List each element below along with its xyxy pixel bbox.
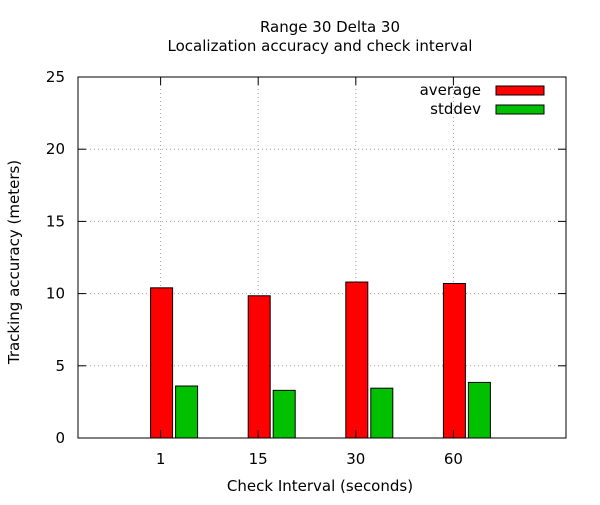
y-tick-label: 5 — [55, 357, 65, 375]
x-tick-label: 1 — [156, 450, 166, 468]
x-tick-label: 15 — [249, 450, 268, 468]
bar-average-30 — [345, 281, 369, 439]
chart-subtitle: Localization accuracy and check interval — [168, 37, 473, 55]
x-axis-label: Check Interval (seconds) — [227, 477, 413, 495]
x-tick-label: 30 — [346, 450, 365, 468]
y-tick-label: 10 — [46, 285, 65, 303]
x-tick-label: 60 — [444, 450, 463, 468]
legend-swatch-average — [495, 85, 545, 96]
plot-border — [77, 76, 567, 439]
bar-average-15 — [247, 295, 271, 439]
y-tick-label: 15 — [46, 212, 65, 230]
y-axis-label: Tracking accuracy (meters) — [5, 160, 23, 365]
y-tick-label: 20 — [46, 140, 65, 158]
legend-swatch-stddev — [495, 104, 545, 115]
bar-stddev-15 — [272, 389, 296, 439]
chart-title: Range 30 Delta 30 — [260, 18, 400, 36]
y-tick-label: 0 — [55, 429, 65, 447]
bars — [150, 281, 491, 439]
y-tick-label: 25 — [46, 68, 65, 86]
bar-average-1 — [150, 287, 174, 439]
bar-stddev-1 — [175, 385, 199, 439]
bar-average-60 — [442, 282, 466, 439]
axes: 0 5 10 15 20 25 1 15 30 60 — [46, 68, 567, 468]
legend-label-stddev: stddev — [430, 100, 481, 118]
bar-stddev-60 — [467, 381, 491, 439]
legend-label-average: average — [420, 81, 481, 99]
bar-stddev-30 — [370, 387, 394, 439]
